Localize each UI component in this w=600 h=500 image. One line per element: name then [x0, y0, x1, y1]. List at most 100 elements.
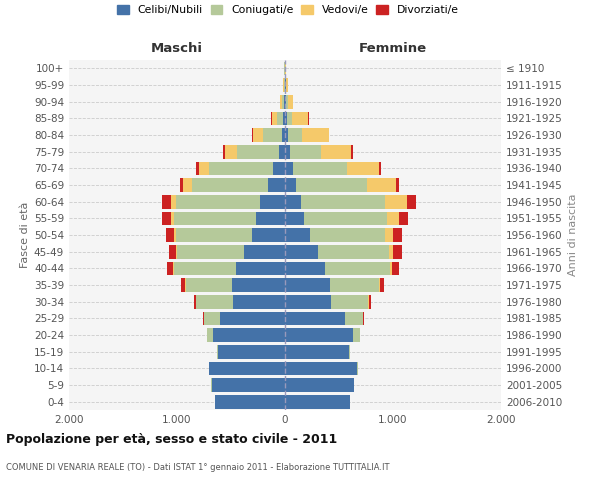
Text: Femmine: Femmine: [359, 42, 427, 55]
Bar: [367, 178, 396, 192]
Bar: [176, 245, 177, 258]
Bar: [325, 262, 390, 275]
Bar: [393, 245, 401, 258]
Bar: [389, 245, 393, 258]
Bar: [321, 145, 352, 158]
Bar: [393, 228, 401, 242]
Bar: [277, 112, 283, 125]
Bar: [217, 345, 218, 358]
Bar: [220, 312, 285, 325]
Bar: [263, 128, 282, 142]
Bar: [285, 312, 346, 325]
Bar: [331, 295, 368, 308]
Bar: [346, 312, 363, 325]
Bar: [196, 295, 233, 308]
Bar: [407, 195, 416, 208]
Bar: [282, 128, 285, 142]
Bar: [174, 262, 236, 275]
Bar: [285, 262, 325, 275]
Bar: [301, 195, 385, 208]
Bar: [400, 212, 408, 225]
Bar: [174, 228, 176, 242]
Bar: [285, 195, 301, 208]
Bar: [284, 95, 285, 108]
Bar: [162, 195, 170, 208]
Bar: [236, 262, 285, 275]
Bar: [273, 162, 285, 175]
Bar: [285, 378, 354, 392]
Bar: [238, 145, 278, 158]
Bar: [278, 145, 285, 158]
Bar: [310, 228, 385, 242]
Bar: [386, 212, 400, 225]
Y-axis label: Anni di nascita: Anni di nascita: [568, 194, 578, 276]
Bar: [285, 212, 304, 225]
Bar: [218, 345, 285, 358]
Bar: [244, 245, 285, 258]
Bar: [302, 128, 329, 142]
Bar: [170, 212, 174, 225]
Bar: [256, 212, 285, 225]
Text: Popolazione per età, sesso e stato civile - 2011: Popolazione per età, sesso e stato civil…: [6, 432, 337, 446]
Bar: [233, 295, 285, 308]
Bar: [215, 395, 285, 408]
Bar: [287, 112, 292, 125]
Bar: [368, 295, 371, 308]
Bar: [331, 278, 379, 292]
Bar: [285, 112, 287, 125]
Bar: [285, 295, 331, 308]
Bar: [285, 128, 288, 142]
Bar: [396, 178, 400, 192]
Bar: [293, 162, 347, 175]
Bar: [185, 278, 232, 292]
Bar: [288, 128, 302, 142]
Text: Maschi: Maschi: [151, 42, 203, 55]
Bar: [380, 278, 385, 292]
Bar: [288, 95, 293, 108]
Bar: [285, 162, 293, 175]
Bar: [385, 228, 393, 242]
Bar: [207, 328, 212, 342]
Bar: [180, 178, 184, 192]
Bar: [285, 95, 286, 108]
Bar: [196, 162, 199, 175]
Bar: [232, 278, 285, 292]
Bar: [170, 195, 176, 208]
Bar: [390, 262, 392, 275]
Bar: [285, 345, 349, 358]
Bar: [286, 78, 288, 92]
Bar: [352, 145, 353, 158]
Bar: [209, 162, 273, 175]
Bar: [292, 112, 308, 125]
Bar: [174, 212, 256, 225]
Bar: [379, 162, 381, 175]
Bar: [349, 345, 350, 358]
Bar: [285, 328, 353, 342]
Bar: [271, 112, 277, 125]
Bar: [285, 395, 350, 408]
Legend: Celibi/Nubili, Coniugati/e, Vedovi/e, Divorziati/e: Celibi/Nubili, Coniugati/e, Vedovi/e, Di…: [117, 6, 459, 16]
Bar: [385, 195, 407, 208]
Bar: [166, 228, 174, 242]
Bar: [319, 245, 389, 258]
Bar: [176, 228, 251, 242]
Bar: [192, 178, 268, 192]
Bar: [285, 228, 310, 242]
Bar: [162, 212, 170, 225]
Bar: [181, 278, 185, 292]
Bar: [283, 112, 285, 125]
Bar: [212, 328, 285, 342]
Bar: [176, 195, 260, 208]
Bar: [347, 162, 379, 175]
Text: COMUNE DI VENARIA REALE (TO) - Dati ISTAT 1° gennaio 2011 - Elaborazione TUTTITA: COMUNE DI VENARIA REALE (TO) - Dati ISTA…: [6, 462, 389, 471]
Bar: [209, 362, 285, 375]
Bar: [353, 328, 359, 342]
Y-axis label: Fasce di età: Fasce di età: [20, 202, 30, 268]
Bar: [286, 95, 288, 108]
Bar: [379, 278, 380, 292]
Bar: [253, 128, 263, 142]
Bar: [224, 145, 238, 158]
Bar: [392, 262, 400, 275]
Bar: [199, 162, 209, 175]
Bar: [184, 178, 192, 192]
